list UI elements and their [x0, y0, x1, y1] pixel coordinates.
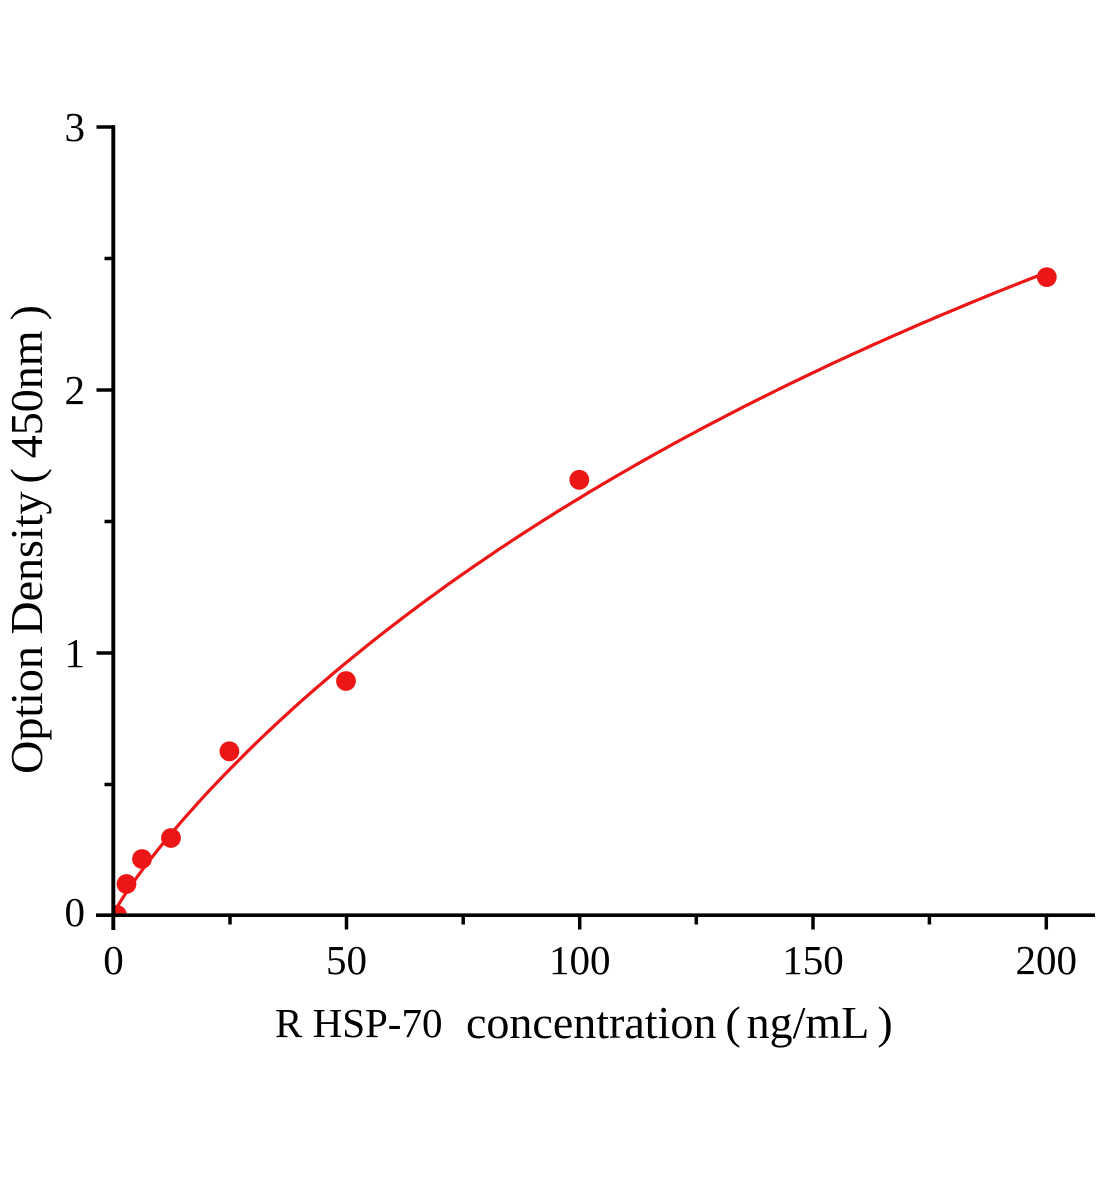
svg-text:3: 3 — [65, 104, 86, 150]
svg-text:Option Density(450nm): Option Density(450nm) — [1, 305, 52, 774]
svg-text:2: 2 — [65, 367, 86, 413]
svg-text:100: 100 — [549, 937, 611, 983]
svg-text:0: 0 — [65, 889, 86, 935]
svg-text:150: 150 — [782, 937, 844, 983]
svg-text:200: 200 — [1016, 937, 1078, 983]
svg-text:0: 0 — [103, 937, 124, 983]
svg-text:1: 1 — [65, 630, 86, 676]
svg-text:50: 50 — [326, 937, 367, 983]
svg-text:concentration(ng/mL): concentration(ng/mL) — [466, 997, 893, 1048]
svg-text:R HSP-70: R HSP-70 — [275, 1000, 442, 1046]
